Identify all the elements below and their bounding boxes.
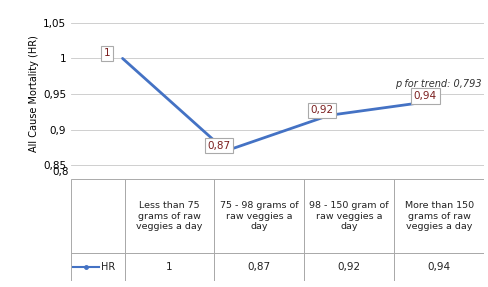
Text: 0,94: 0,94	[427, 262, 450, 272]
Y-axis label: All Cause Mortality (HR): All Cause Mortality (HR)	[29, 36, 39, 152]
Text: 0,92: 0,92	[337, 262, 360, 272]
Bar	[124, 179, 214, 253]
Text: 1: 1	[166, 262, 173, 272]
Text: 0,87: 0,87	[207, 141, 230, 151]
Text: More than 150
grams of raw
veggies a day: More than 150 grams of raw veggies a day	[404, 201, 473, 231]
Text: 75 - 98 grams of
raw veggies a
day: 75 - 98 grams of raw veggies a day	[220, 201, 298, 231]
Bar	[393, 253, 483, 281]
Text: p for trend: 0,793: p for trend: 0,793	[395, 79, 481, 89]
Text: 0,92: 0,92	[310, 105, 333, 115]
Bar	[393, 179, 483, 253]
Bar	[214, 253, 304, 281]
Bar	[71, 179, 124, 253]
Text: 1: 1	[104, 48, 110, 58]
Bar	[124, 253, 214, 281]
Text: 98 - 150 gram of
raw veggies a
day: 98 - 150 gram of raw veggies a day	[309, 201, 388, 231]
Bar	[214, 179, 304, 253]
Bar	[304, 253, 393, 281]
Text: 0,8: 0,8	[52, 166, 68, 177]
Bar	[304, 179, 393, 253]
Text: HR: HR	[101, 262, 115, 272]
Bar	[71, 253, 124, 281]
Text: 0,87: 0,87	[247, 262, 270, 272]
Text: 0,94: 0,94	[413, 91, 436, 101]
Text: Less than 75
grams of raw
veggies a day: Less than 75 grams of raw veggies a day	[136, 201, 203, 231]
